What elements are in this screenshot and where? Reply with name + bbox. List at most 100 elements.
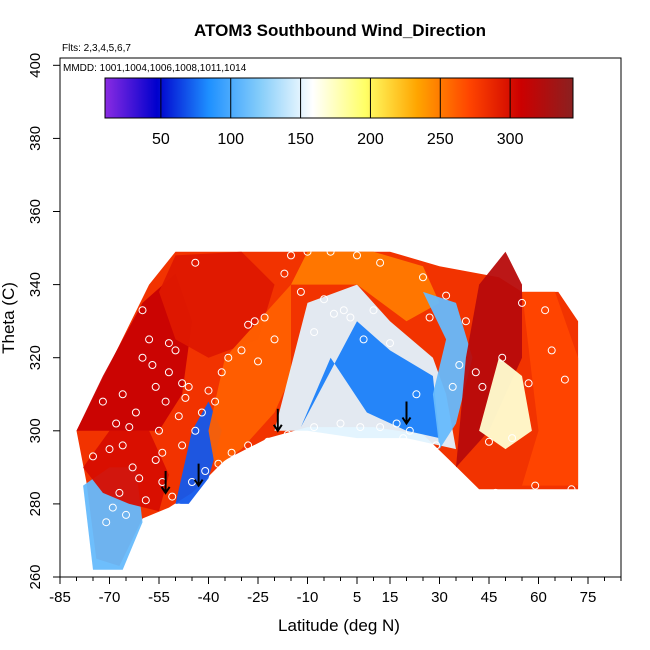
observation-point xyxy=(184,382,193,391)
observation-point xyxy=(359,335,368,344)
x-tick-label: -25 xyxy=(247,589,269,606)
observation-point xyxy=(287,251,295,260)
observation-point xyxy=(485,437,493,446)
x-tick-label: 75 xyxy=(580,589,597,606)
observation-point xyxy=(320,295,328,304)
observation-point xyxy=(296,287,305,296)
observation-point xyxy=(560,375,569,384)
colorbar: 50 100 150 200 250 300 xyxy=(104,77,574,148)
observation-point xyxy=(155,426,163,435)
region-south-high xyxy=(159,251,275,358)
x-tick-label: 15 xyxy=(382,589,399,606)
observation-point xyxy=(432,441,441,450)
region-north-light-blue xyxy=(479,357,532,450)
observation-point xyxy=(214,459,223,468)
x-axis: -85 -70 -55 -40 -25 -10 5 15 30 45 60 75 xyxy=(49,577,622,606)
heatmap-field xyxy=(76,251,579,570)
observation-point xyxy=(339,306,348,315)
observation-point xyxy=(326,247,335,256)
y-tick-label: 320 xyxy=(27,345,44,370)
observation-point xyxy=(498,353,507,362)
observation-point xyxy=(567,485,576,494)
observation-point xyxy=(518,298,526,307)
observation-point xyxy=(118,441,127,450)
observation-point xyxy=(158,448,167,457)
region-south-flank xyxy=(83,430,169,512)
x-tick-label: 5 xyxy=(353,589,361,606)
observation-point xyxy=(531,481,540,490)
observation-point xyxy=(419,273,427,282)
observation-point xyxy=(336,419,345,428)
observation-point xyxy=(105,445,114,454)
observation-point xyxy=(386,339,394,348)
y-axis-label: Theta (C) xyxy=(0,282,18,354)
observation-point xyxy=(151,456,160,464)
observation-point xyxy=(329,309,338,318)
region-far-north-orange xyxy=(522,291,579,486)
y-tick-label: 340 xyxy=(27,272,44,297)
observation-point xyxy=(244,441,253,450)
region-mid-orange xyxy=(208,284,291,468)
observation-point xyxy=(211,397,220,406)
observation-point xyxy=(461,317,470,326)
x-axis-label: Latitude (deg N) xyxy=(278,616,400,635)
observation-point xyxy=(376,258,385,267)
observation-point xyxy=(254,357,262,366)
observation-point xyxy=(181,393,190,402)
observation-point xyxy=(283,430,292,439)
observation-point xyxy=(145,335,154,344)
observation-point xyxy=(280,269,289,278)
observation-point xyxy=(122,510,130,519)
x-tick-label: -85 xyxy=(49,589,71,606)
wind-arrow xyxy=(272,408,283,433)
observation-point xyxy=(112,419,121,428)
observation-point xyxy=(425,313,434,322)
x-tick-label: -55 xyxy=(148,589,170,606)
observation-point xyxy=(541,306,550,315)
y-tick-label: 400 xyxy=(27,53,44,78)
observation-point xyxy=(217,368,226,377)
observation-point xyxy=(508,434,517,443)
observation-point xyxy=(455,361,464,369)
y-tick-label: 360 xyxy=(27,199,44,224)
observation-point xyxy=(310,328,319,337)
observation-point xyxy=(178,379,187,388)
observation-point xyxy=(353,251,361,260)
observation-point xyxy=(171,346,180,355)
observation-point xyxy=(174,412,183,421)
region-upper-orange xyxy=(291,251,440,322)
wind-arrows xyxy=(160,401,412,495)
wind-arrow xyxy=(160,470,171,495)
observation-point xyxy=(164,368,173,377)
observation-point xyxy=(260,313,269,322)
plot-area xyxy=(59,57,622,578)
observation-point xyxy=(438,459,447,468)
y-tick-label: 260 xyxy=(27,564,44,589)
observation-point xyxy=(399,434,408,443)
region-north-red xyxy=(456,251,522,468)
observation-point xyxy=(263,437,272,446)
colorbar-tick-label: 50 xyxy=(152,131,170,148)
chart-title: ATOM3 Southbound Wind_Direction xyxy=(194,21,486,40)
observation-point xyxy=(303,247,312,256)
x-tick-label: 60 xyxy=(530,589,547,606)
observation-point xyxy=(102,518,111,527)
observation-point xyxy=(224,353,233,362)
observation-point xyxy=(168,492,177,501)
y-tick-label: 380 xyxy=(27,126,44,151)
observation-point xyxy=(270,335,279,344)
observation-point xyxy=(108,503,117,512)
observation-point xyxy=(392,419,401,428)
x-tick-label: 30 xyxy=(431,589,448,606)
wind-arrow xyxy=(401,401,412,426)
observation-point xyxy=(191,258,200,267)
observation-point xyxy=(125,423,134,432)
observation-point xyxy=(145,255,154,263)
observation-point xyxy=(191,426,200,435)
x-tick-label: -10 xyxy=(297,589,319,606)
observation-points xyxy=(89,247,576,527)
dates-annotation: MMDD: 1001,1004,1006,1008,1011,1014 xyxy=(63,63,247,74)
observation-point xyxy=(524,379,533,388)
observation-point xyxy=(197,408,206,417)
